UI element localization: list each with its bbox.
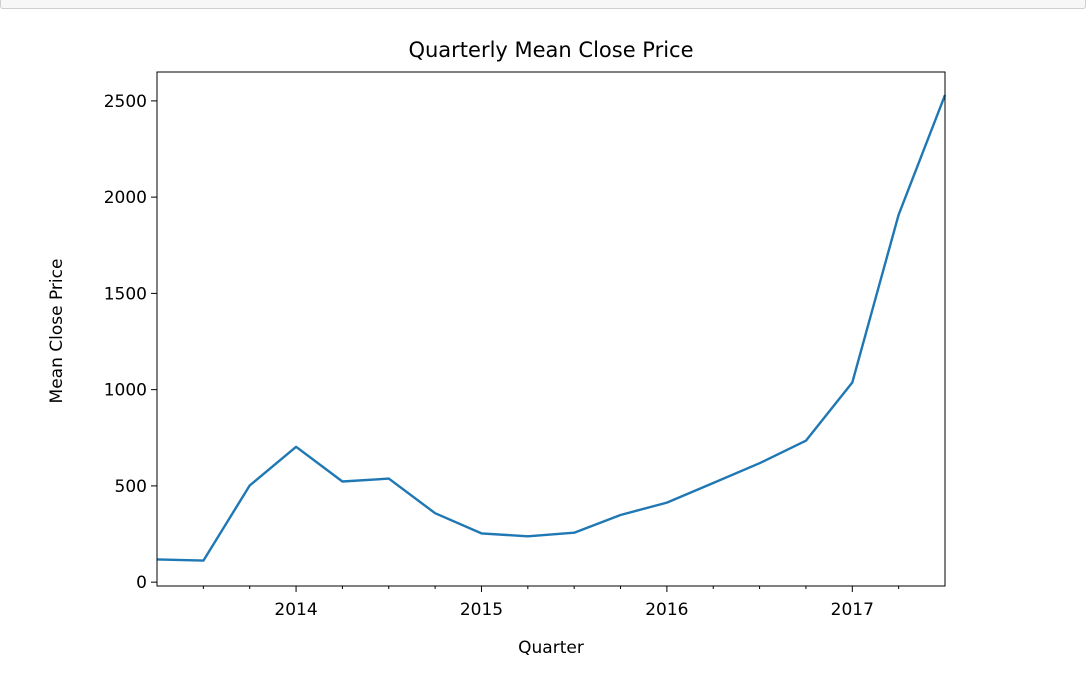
x-tick-label: 2014 — [274, 600, 317, 620]
x-tick-label: 2017 — [831, 600, 874, 620]
x-tick-label: 2015 — [460, 600, 503, 620]
y-tick-label: 1000 — [104, 381, 147, 401]
series-layer — [156, 94, 947, 562]
y-tick-label: 500 — [115, 477, 147, 497]
plot-frame — [156, 71, 946, 587]
x-axis-label: Quarter — [518, 638, 584, 658]
y-tick-label: 2500 — [104, 92, 147, 112]
y-tick-label: 0 — [136, 573, 147, 593]
y-tick-label: 2000 — [104, 188, 147, 208]
x-axis-ticks: 2014 2015 2016 2017 — [202, 586, 900, 620]
y-axis-label: Mean Close Price — [47, 259, 67, 404]
chart-title: Quarterly Mean Close Price — [408, 38, 693, 62]
notebook-cell-edge — [0, 0, 1086, 9]
y-axis-ticks: 0 500 1000 1500 2000 2500 — [104, 92, 157, 593]
y-tick-label: 1500 — [104, 284, 147, 304]
series-line — [156, 94, 947, 562]
x-tick-label: 2016 — [645, 600, 688, 620]
